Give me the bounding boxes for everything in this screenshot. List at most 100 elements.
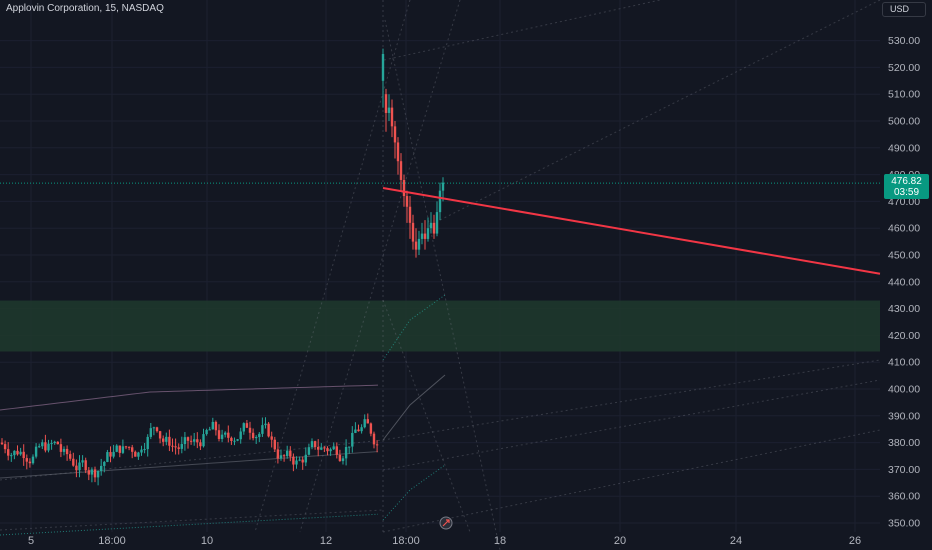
candle-body: [270, 436, 273, 440]
candle-body: [69, 454, 72, 459]
y-tick-label: 530.00: [888, 35, 920, 47]
upper-band-proj: [382, 294, 446, 361]
candle-body: [381, 54, 385, 81]
y-tick-label: 390.00: [888, 410, 920, 422]
candle-body: [292, 456, 295, 465]
y-tick-label: 350.00: [888, 518, 920, 530]
candle-body: [84, 460, 87, 471]
candle-body: [402, 179, 406, 197]
candle-body: [390, 107, 394, 127]
candle-body: [44, 442, 47, 451]
candle-body: [310, 441, 314, 448]
candle-body: [313, 441, 317, 447]
y-tick-label: 440.00: [888, 276, 920, 288]
y-tick-label: 460.00: [888, 223, 920, 235]
candle-body: [205, 430, 208, 435]
y-tick-label: 420.00: [888, 330, 920, 342]
fan-line: [382, 379, 881, 471]
candle-body: [165, 436, 168, 442]
candle-body: [420, 233, 424, 239]
candle-body: [329, 449, 332, 452]
candle-body: [360, 427, 363, 432]
candle-body: [435, 212, 439, 234]
symbol-title: Applovin Corporation, 15, NASDAQ: [6, 3, 164, 14]
candle-body: [100, 465, 103, 471]
candle-body: [301, 459, 304, 463]
replay-icon[interactable]: [439, 516, 453, 530]
candle-body: [106, 452, 109, 462]
x-axis: 5 18:00 10 12 18:00 18 20 24 26: [28, 535, 861, 547]
candle-body: [369, 423, 373, 434]
candle-body: [183, 437, 187, 445]
candle-body: [399, 161, 403, 180]
candle-body: [245, 423, 249, 428]
candle-body: [230, 437, 233, 442]
x-tick-label: 12: [320, 535, 332, 547]
candle-body: [28, 461, 32, 464]
x-tick-label: 18:00: [392, 535, 420, 547]
y-axis: 350.00 360.00 370.00 380.00 390.00 400.00 410.…: [888, 35, 920, 529]
candle-body: [423, 233, 427, 239]
candle-body: [186, 437, 190, 441]
candle-body: [22, 451, 25, 459]
x-tick-label: 10: [201, 535, 213, 547]
candle-body: [13, 450, 16, 456]
trendline[interactable]: [382, 187, 881, 275]
candle-body: [137, 452, 140, 457]
mid-band: [0, 451, 379, 479]
candle-body: [429, 222, 433, 229]
candle-body: [56, 441, 59, 445]
candles: [0, 48, 445, 486]
currency-button[interactable]: USD: [882, 2, 926, 17]
candle-body: [396, 142, 400, 162]
y-tick-label: 510.00: [888, 89, 920, 101]
candle-body: [193, 439, 196, 442]
candle-body: [239, 431, 242, 440]
candle-body: [50, 443, 53, 445]
candle-body: [118, 445, 121, 453]
candle-body: [348, 446, 351, 448]
candle-body: [363, 419, 366, 428]
candle-body: [189, 440, 193, 442]
candle-body: [426, 228, 430, 239]
candle-body: [258, 433, 261, 438]
candle-body: [384, 94, 388, 113]
y-tick-label: 400.00: [888, 384, 920, 396]
candle-body: [3, 444, 7, 450]
candle-body: [393, 126, 397, 143]
candle-body: [408, 206, 412, 223]
candle-body: [177, 447, 180, 449]
bar-countdown: 03:59: [893, 187, 920, 198]
y-tick-label: 450.00: [888, 250, 920, 262]
candle-body: [127, 446, 131, 448]
candle-body: [162, 438, 165, 442]
candle-body: [140, 449, 143, 453]
candle-body: [236, 439, 239, 441]
candle-body: [41, 442, 44, 447]
fan-line: [0, 509, 384, 531]
fan-line: [382, 429, 881, 533]
candle-body: [227, 432, 230, 438]
candle-body: [7, 449, 10, 456]
candle-body: [307, 447, 311, 455]
fan-line: [299, 0, 461, 533]
candle-body: [242, 423, 245, 432]
candle-body: [199, 442, 202, 447]
candle-body: [146, 436, 149, 450]
candle-body: [341, 458, 345, 462]
candle-body: [366, 419, 369, 424]
candle-body: [131, 447, 134, 452]
y-tick-label: 430.00: [888, 303, 920, 315]
candle-body: [75, 465, 78, 471]
candle-body: [224, 432, 227, 435]
candle-body: [372, 433, 376, 445]
candle-body: [109, 452, 112, 457]
candle-body: [124, 446, 128, 448]
candle-body: [217, 430, 221, 439]
candle-body: [338, 454, 342, 462]
candle-body: [90, 469, 94, 475]
candle-body: [62, 448, 66, 452]
candle-body: [112, 451, 115, 457]
candle-body: [47, 443, 50, 451]
